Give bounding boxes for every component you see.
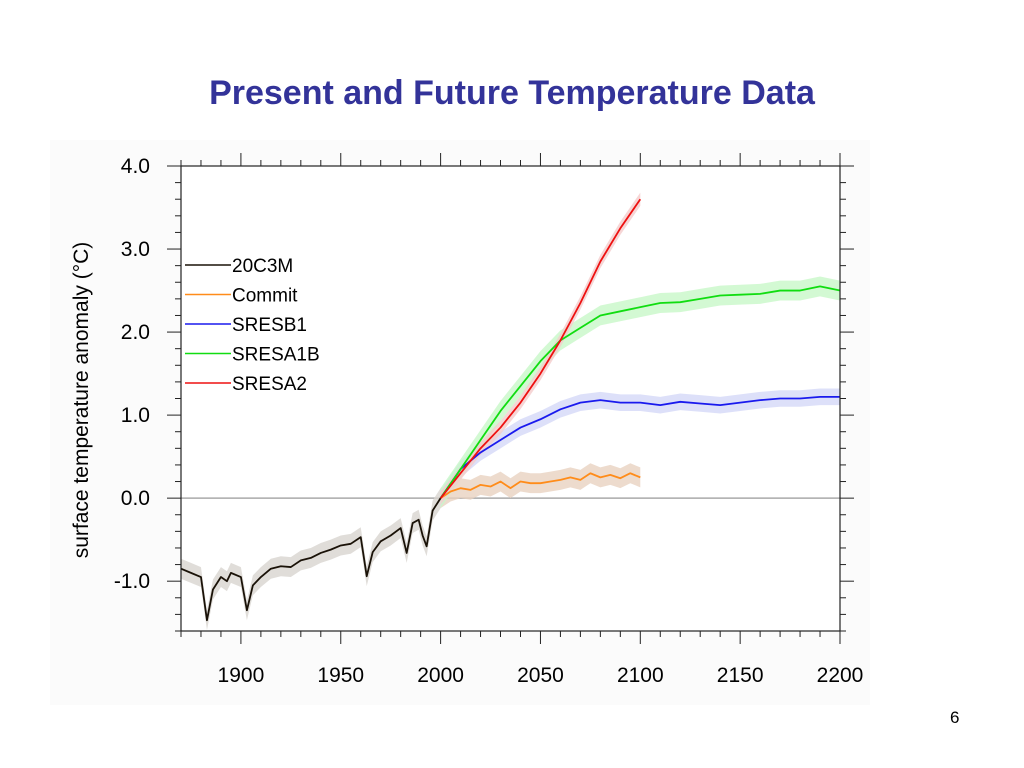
legend-label: SRESB1 [232,315,307,336]
legend-label: SRESA1B [232,345,320,366]
x-tick-label: 1900 [218,664,265,687]
legend-label: SRESA2 [232,374,307,395]
series-line-sresb1 [439,395,840,499]
slide-title: Present and Future Temperature Data [209,74,815,112]
x-tick-label: 2100 [617,664,664,687]
y-axis-label: surface temperature anomaly (°C) [70,242,93,559]
series-line-sresa2 [439,198,642,499]
x-tick-label: 2050 [517,664,564,687]
legend-label: Commit [232,286,298,307]
x-tick-label: 2200 [817,664,864,687]
y-tick-label: -1.0 [114,570,150,593]
x-tick-label: 2150 [717,664,764,687]
series-line-20c3m [180,497,442,622]
y-tick-label: 1.0 [121,404,150,427]
y-tick-label: 4.0 [121,155,150,178]
page-number: 6 [950,708,960,727]
series-band-20c3m [181,488,441,631]
series-band-sresa1b [440,276,840,509]
y-tick-label: 2.0 [121,321,150,344]
series-line-commit [440,472,641,499]
legend-label: 20C3M [232,256,293,277]
series-line-sresa1b [439,285,841,499]
y-tick-label: 3.0 [121,238,150,261]
y-tick-label: 0.0 [121,487,150,510]
x-tick-label: 2000 [417,664,464,687]
x-tick-label: 1950 [317,664,364,687]
series-band-commit [440,463,641,509]
series-band-sresb1 [440,388,840,507]
